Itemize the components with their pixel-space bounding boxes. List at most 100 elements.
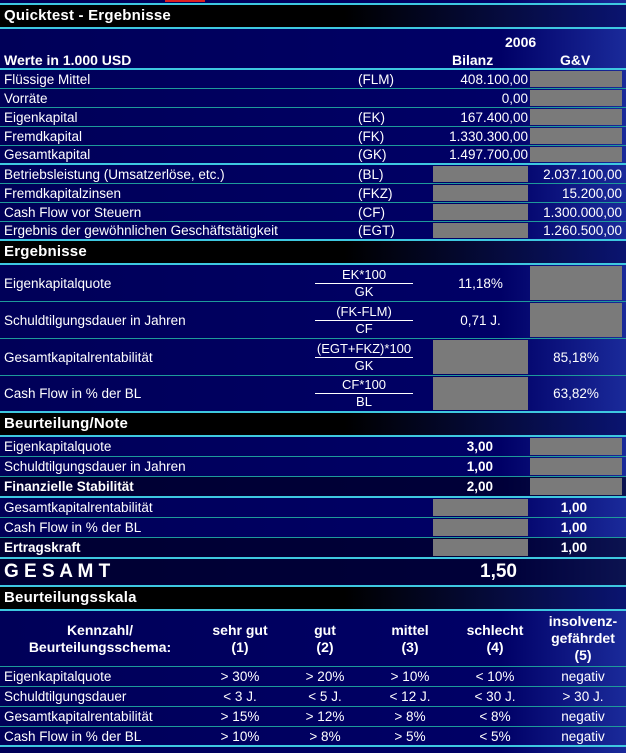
gv-value: 1,00 (560, 540, 587, 555)
grading-row: Cash Flow in % der BL 1,00 (0, 518, 626, 538)
gv-value: 15.200,00 (561, 185, 622, 201)
ratio-formula: EK*100 GK (315, 266, 413, 300)
gray-cell (530, 71, 622, 87)
gray-cell (530, 266, 622, 300)
scale-row: Eigenkapitalquote > 30% > 20% > 10% < 10% neg… (0, 667, 626, 687)
row-label: Flüssige Mittel (4, 71, 91, 87)
red-accent (165, 0, 205, 2)
top-strip (0, 0, 626, 5)
row-label: Gesamtkapital (4, 147, 91, 162)
row-label: Betriebsleistung (Umsatzerlöse, etc.) (4, 166, 225, 182)
scale-row-label: Schuldtilgungsdauer (4, 689, 127, 704)
total-label: G E S A M T (4, 561, 111, 582)
formula-denominator: GK (354, 357, 374, 373)
formula-denominator: GK (354, 283, 374, 299)
scale-row: Cash Flow in % der BL > 10% > 8% > 5% < 5% ne… (0, 727, 626, 747)
table-row: Flüssige Mittel (FLM) 408.100,00 (0, 70, 626, 89)
row-abbreviation: (CF) (358, 204, 385, 220)
section-title-skala: Beurteilungsskala (0, 587, 626, 611)
ratio-label: Gesamtkapitalrentabilität (4, 349, 153, 365)
bilanz-value: 11,18% (458, 275, 503, 291)
ratio-label: Cash Flow in % der BL (4, 386, 142, 401)
gray-cell (433, 185, 528, 201)
ratio-row: Gesamtkapitalrentabilität (EGT+FKZ)*100 GK… (0, 339, 626, 376)
table-row: Fremdkapital (FK) 1.330.300,00 (0, 127, 626, 146)
row-label: Fremdkapital (4, 128, 83, 144)
grading-row: Gesamtkapitalrentabilität 1,00 (0, 498, 626, 518)
scale-value: > 8% (394, 709, 426, 724)
scale-header-cell: insolvenz- gefährdet (5) (548, 613, 618, 663)
gray-cell (530, 147, 622, 162)
section-title-beurteilung: Beurteilung/Note (0, 413, 626, 437)
grading-label: Gesamtkapitalrentabilität (4, 500, 153, 515)
scale-header-cell: Kennzahl/ Beurteilungsschema: (28, 621, 172, 655)
bilanz-value: 1.497.700,00 (449, 147, 528, 162)
formula-denominator: BL (356, 394, 372, 409)
scale-value: < 12 J. (389, 689, 431, 704)
row-label: Ergebnis der gewöhnlichen Geschäftstätig… (4, 223, 278, 238)
gray-cell (433, 340, 528, 374)
grading-label: Ertragskraft (4, 540, 81, 555)
grading-row: Ertragskraft 1,00 (0, 538, 626, 559)
grading-label: Eigenkapitalquote (4, 439, 112, 454)
scale-row-label: Gesamtkapitalrentabilität (4, 709, 153, 724)
scale-row-label: Cash Flow in % der BL (4, 728, 142, 744)
input-rows: Flüssige Mittel (FLM) 408.100,00 Vorräte 0,0… (0, 70, 626, 241)
table-row: Fremdkapitalzinsen (FKZ) 15.200,00 (0, 184, 626, 203)
scale-row: Schuldtilgungsdauer < 3 J. < 5 J. < 12 J. < … (0, 687, 626, 707)
gray-cell (530, 128, 622, 144)
table-row: Gesamtkapital (GK) 1.497.700,00 (0, 146, 626, 165)
ratio-row: Eigenkapitalquote EK*100 GK 11,18% (0, 265, 626, 302)
gray-cell (433, 499, 528, 516)
gray-cell (530, 303, 622, 337)
table-row: Cash Flow vor Steuern (CF) 1.300.000,00 (0, 203, 626, 222)
scale-value: < 10% (475, 669, 515, 684)
table-row: Vorräte 0,00 (0, 89, 626, 108)
gray-cell (433, 377, 528, 410)
scale-value: > 8% (309, 728, 341, 744)
bilanz-value: 1,00 (466, 459, 493, 474)
scale-row: Gesamtkapitalrentabilität > 15% > 12% > 8% <… (0, 707, 626, 727)
formula-denominator: CF (355, 320, 373, 336)
grading-row: Schuldtilgungsdauer in Jahren 1,00 (0, 457, 626, 477)
bilanz-value: 1.330.300,00 (449, 128, 528, 144)
scale-value: > 20% (305, 669, 345, 684)
gv-value: 1,00 (560, 500, 587, 515)
row-abbreviation: (FK) (358, 128, 385, 144)
units-label: Werte in 1.000 USD (4, 52, 132, 68)
bilanz-value: 408.100,00 (460, 71, 528, 87)
result-rows: Eigenkapitalquote EK*100 GK 11,18% Schuldtil… (0, 265, 626, 413)
gray-cell (530, 458, 622, 475)
scale-value: < 3 J. (223, 689, 257, 704)
gray-cell (433, 539, 528, 556)
gv-value: 85,18% (553, 349, 599, 365)
row-label: Cash Flow vor Steuern (4, 204, 142, 220)
row-abbreviation: (FLM) (358, 71, 394, 87)
table-row: Ergebnis der gewöhnlichen Geschäftstätig… (0, 222, 626, 241)
row-abbreviation: (GK) (358, 147, 387, 162)
bilanz-value: 0,71 J. (460, 312, 501, 328)
scale-header-cell: schlecht (4) (466, 621, 524, 655)
scale-row-label: Eigenkapitalquote (4, 669, 112, 684)
grading-label: Cash Flow in % der BL (4, 520, 142, 535)
scale-value: < 5% (479, 728, 511, 744)
gray-cell (433, 166, 528, 182)
gray-cell (530, 438, 622, 455)
ratio-row: Cash Flow in % der BL CF*100 BL 63,82% (0, 376, 626, 413)
gray-cell (433, 204, 528, 220)
scale-header-cell: sehr gut (1) (212, 621, 268, 655)
scale-value: negativ (561, 728, 605, 744)
gray-cell (433, 519, 528, 536)
scale-value: > 15% (220, 709, 260, 724)
gv-value: 1,00 (560, 520, 587, 535)
gray-cell (530, 109, 622, 125)
gv-value: 1.300.000,00 (543, 204, 622, 220)
ratio-row: Schuldtilgungsdauer in Jahren (FK-FLM) CF 0… (0, 302, 626, 339)
column-bilanz: Bilanz (452, 52, 494, 68)
scale-value: > 12% (305, 709, 345, 724)
formula-numerator: (EGT+FKZ)*100 (315, 340, 413, 358)
scale-value: > 10% (220, 728, 260, 744)
gv-value: 63,82% (553, 386, 599, 401)
scale-value: > 10% (390, 669, 430, 684)
column-header-block: 2006 Werte in 1.000 USD Bilanz G&V (0, 29, 626, 70)
